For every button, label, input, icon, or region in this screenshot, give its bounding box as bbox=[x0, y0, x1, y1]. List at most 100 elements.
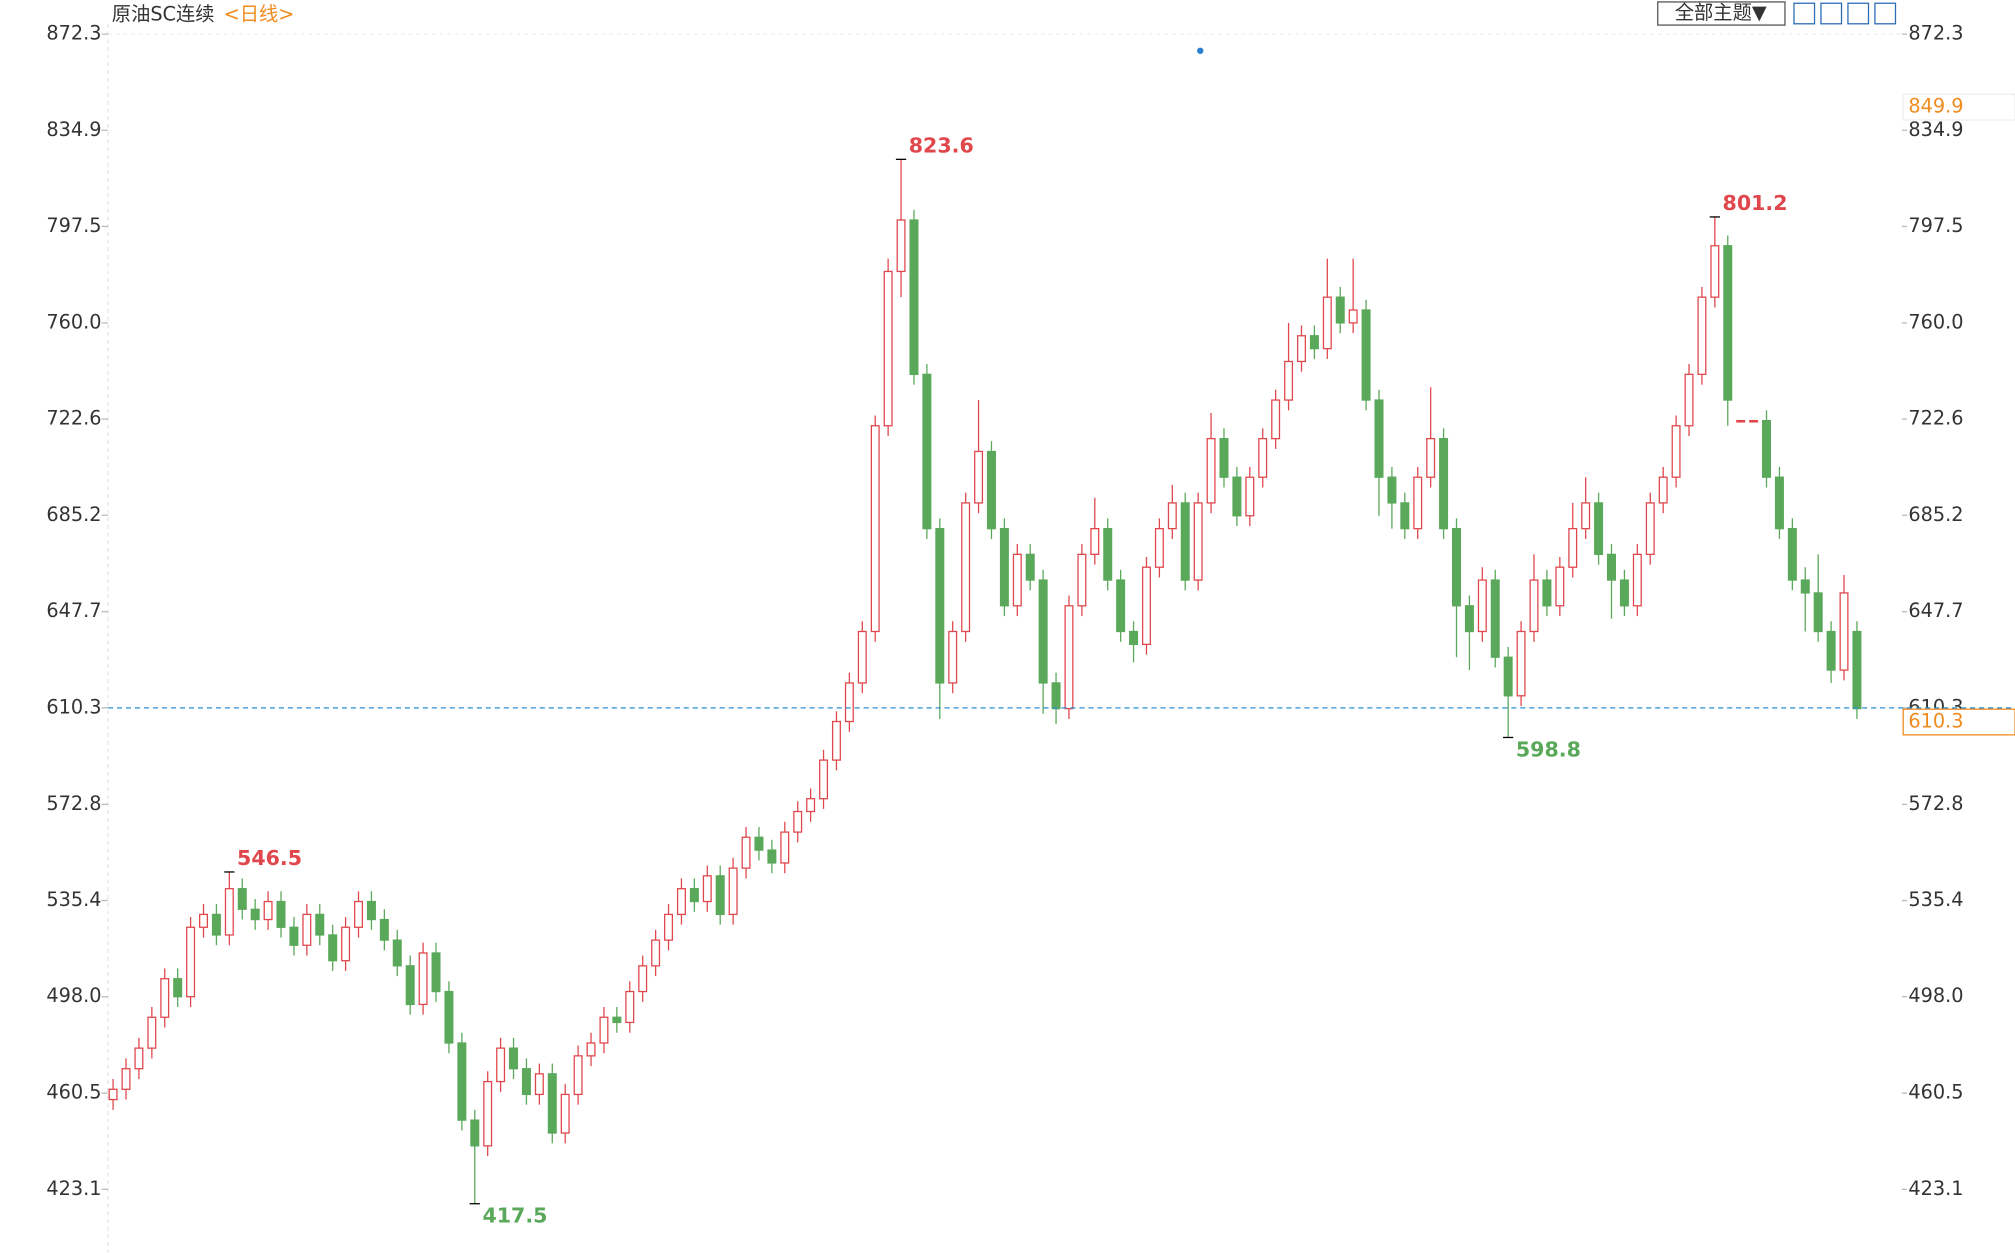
candle-body bbox=[883, 270, 893, 427]
extreme-label: 546.5 bbox=[237, 846, 302, 870]
candle-body bbox=[1464, 605, 1474, 633]
candle-body bbox=[1413, 476, 1423, 530]
candle-body bbox=[470, 1119, 480, 1147]
candle-body bbox=[1387, 476, 1397, 504]
candle-body bbox=[1064, 605, 1074, 710]
candle-body bbox=[509, 1047, 519, 1070]
candle-body bbox=[315, 913, 325, 936]
y2-tick-label: 460.5 bbox=[1908, 1081, 1963, 1104]
y2-tick-label: 423.1 bbox=[1908, 1177, 1963, 1200]
theme-button-box[interactable] bbox=[1657, 1, 1786, 26]
candle-body bbox=[1116, 579, 1126, 633]
candle-body bbox=[457, 1042, 467, 1121]
y2-tick-label: 760.0 bbox=[1908, 310, 1963, 333]
candle-body bbox=[1542, 579, 1552, 607]
candle-body bbox=[1232, 476, 1242, 517]
y2-tick-label: 722.6 bbox=[1908, 407, 1963, 430]
price-tag-box bbox=[1902, 93, 2015, 121]
candle-body bbox=[1206, 437, 1216, 504]
tool-icon[interactable] bbox=[1847, 2, 1870, 25]
candle-body bbox=[534, 1073, 544, 1096]
y-tick-label: 535.4 bbox=[46, 888, 101, 911]
y2-tick-label: 498.0 bbox=[1908, 984, 1963, 1007]
candle-body bbox=[496, 1047, 506, 1083]
candle-body bbox=[986, 450, 996, 530]
candle-body bbox=[199, 913, 209, 928]
y2-tick-label: 685.2 bbox=[1908, 503, 1963, 526]
candle-body bbox=[1180, 502, 1190, 581]
candle-body bbox=[1774, 476, 1784, 530]
candle-body bbox=[1813, 592, 1823, 633]
candle-body bbox=[1671, 425, 1681, 478]
candle-body bbox=[108, 1088, 118, 1101]
theme-button[interactable]: 全部主题▼ bbox=[1675, 1, 1767, 24]
price-tag: 849.9 bbox=[1908, 95, 1963, 118]
candle-body bbox=[1025, 553, 1035, 581]
candle-body bbox=[1193, 502, 1203, 581]
candle-body bbox=[586, 1042, 596, 1057]
candle-body bbox=[844, 682, 854, 723]
y2-tick-label: 647.7 bbox=[1908, 599, 1963, 622]
candle-body bbox=[625, 990, 635, 1024]
extreme-label: 801.2 bbox=[1723, 191, 1788, 215]
candle-body bbox=[1607, 553, 1617, 581]
candle-body bbox=[1258, 437, 1268, 478]
candle-body bbox=[431, 952, 441, 993]
candle-body bbox=[250, 908, 260, 921]
candle-body bbox=[1426, 437, 1436, 478]
y-tick-label: 572.8 bbox=[46, 792, 101, 815]
candle-body bbox=[1503, 656, 1513, 697]
candle-body bbox=[302, 913, 312, 946]
candle-body bbox=[1361, 309, 1371, 401]
candle-body bbox=[1284, 360, 1294, 401]
candle-body bbox=[1632, 553, 1642, 607]
candle-body bbox=[806, 798, 816, 813]
y2-tick-label: 834.9 bbox=[1908, 118, 1963, 141]
candle-body bbox=[418, 952, 428, 1006]
candle-body bbox=[754, 836, 764, 851]
candle-body bbox=[1167, 502, 1177, 530]
extreme-label: 598.8 bbox=[1516, 737, 1581, 761]
candle-body bbox=[1645, 502, 1655, 555]
candle-body bbox=[1322, 296, 1332, 350]
candle-body bbox=[935, 527, 945, 684]
candle-body bbox=[1594, 502, 1604, 555]
candle-body bbox=[651, 939, 661, 967]
candle-body bbox=[560, 1093, 570, 1134]
candle-body bbox=[1374, 399, 1384, 478]
candle-body bbox=[521, 1068, 531, 1096]
candle-body bbox=[444, 990, 454, 1044]
candle-body bbox=[1710, 245, 1720, 298]
candle-body bbox=[1012, 553, 1022, 607]
candle-body bbox=[134, 1047, 144, 1070]
candle-body bbox=[354, 900, 364, 928]
candle-body bbox=[379, 918, 389, 941]
candle-body bbox=[483, 1080, 493, 1147]
candle-body bbox=[1335, 296, 1345, 324]
candle-body bbox=[1348, 309, 1358, 324]
tool-icon[interactable] bbox=[1874, 2, 1897, 25]
candle-body bbox=[948, 630, 958, 684]
candle-body bbox=[366, 900, 376, 921]
candle-body bbox=[1271, 399, 1281, 440]
candle-body bbox=[1051, 682, 1061, 710]
candle-body bbox=[909, 219, 919, 375]
tool-icon[interactable] bbox=[1820, 2, 1843, 25]
candle-body bbox=[1762, 419, 1772, 478]
candle-body bbox=[1309, 335, 1319, 350]
y-tick-label: 460.5 bbox=[46, 1081, 101, 1104]
candle-body bbox=[263, 900, 273, 921]
candle-body bbox=[1787, 527, 1797, 581]
candle-body bbox=[1736, 419, 1746, 423]
candle-body bbox=[1090, 527, 1100, 555]
candle-body bbox=[870, 425, 880, 633]
candle-body bbox=[1477, 579, 1487, 633]
candle-body bbox=[224, 888, 234, 936]
tool-icon[interactable] bbox=[1793, 2, 1816, 25]
y-tick-label: 423.1 bbox=[46, 1177, 101, 1200]
y2-tick-label: 797.5 bbox=[1908, 214, 1963, 237]
candle-body bbox=[999, 527, 1009, 607]
period-label[interactable]: <日线> bbox=[224, 2, 295, 25]
